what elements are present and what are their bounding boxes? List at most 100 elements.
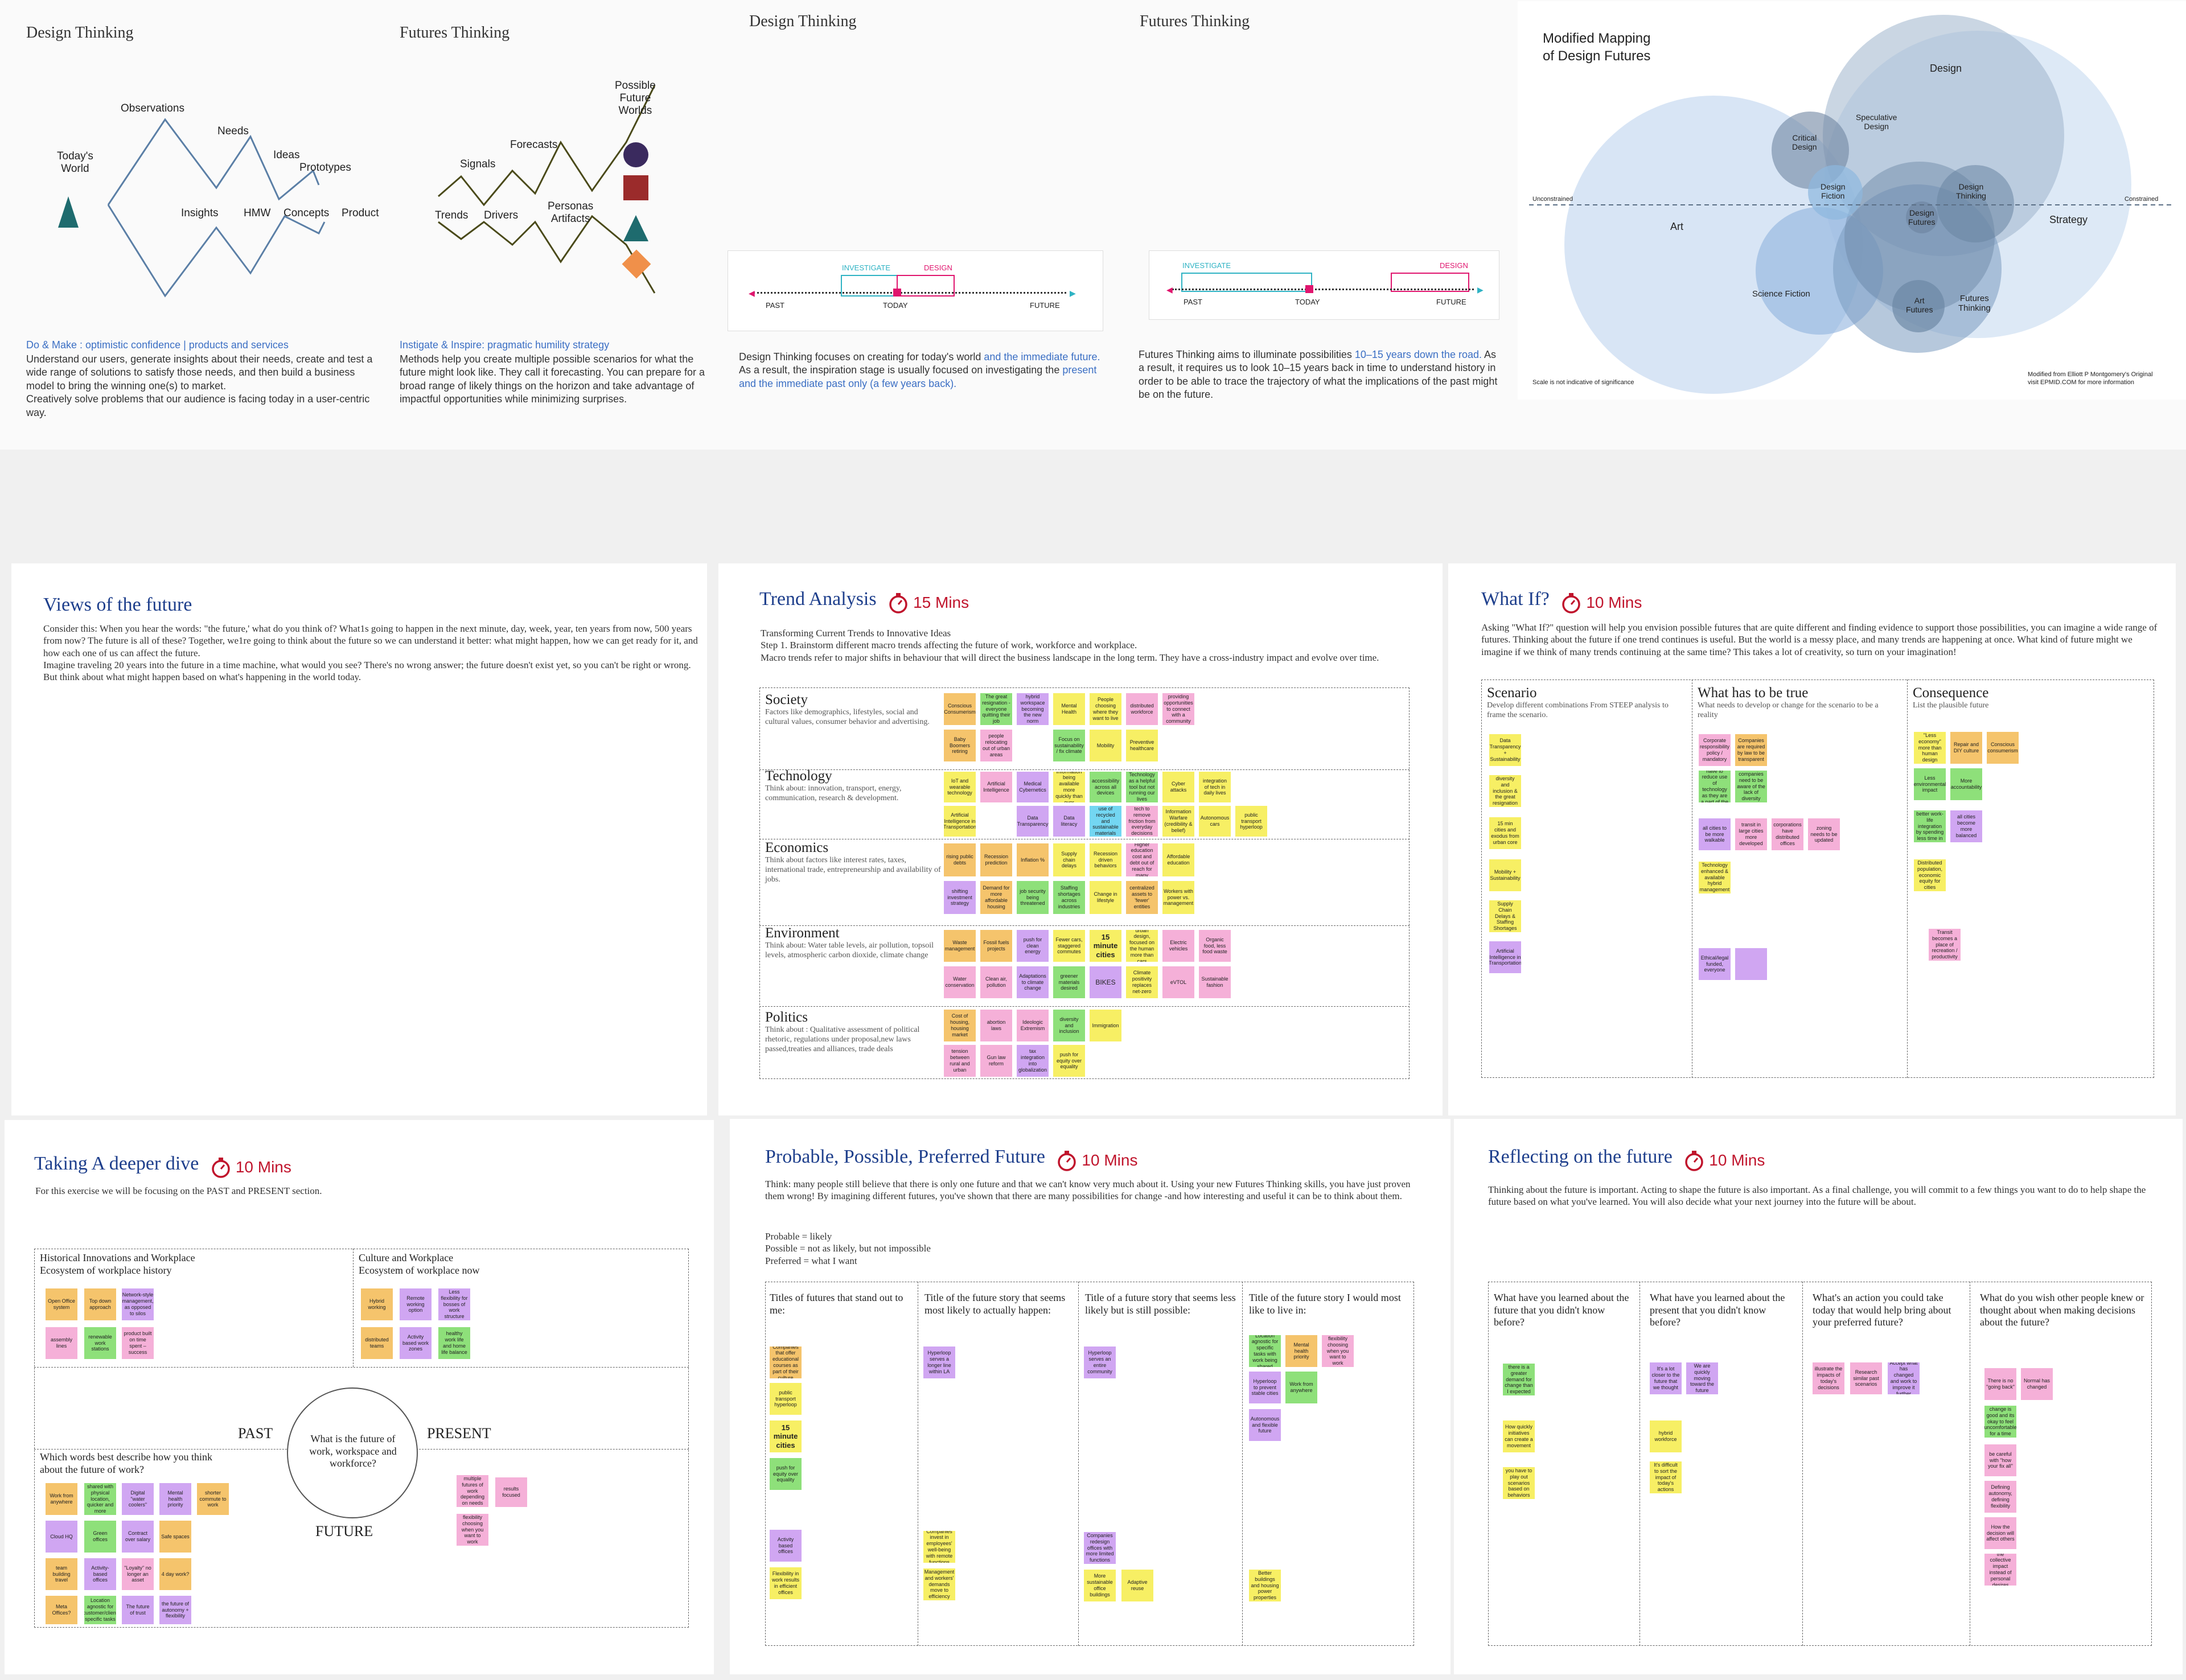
sticky-note[interactable]: Normal has changed: [2021, 1368, 2053, 1400]
sticky-note[interactable]: Baby Boomers retiring: [944, 730, 976, 761]
sticky-note[interactable]: all cities become more balanced: [1950, 810, 1982, 842]
sticky-note[interactable]: Activity based work zones: [400, 1327, 432, 1359]
sticky-note[interactable]: Companies that offer educational courses…: [770, 1347, 802, 1378]
sticky-note[interactable]: centralized assets to 'fewer' entities: [1126, 881, 1158, 914]
sticky-note[interactable]: Technology enhanced & available hybrid m…: [1699, 862, 1731, 893]
sticky-note[interactable]: public transport hyperloop: [1235, 806, 1267, 837]
sticky-note[interactable]: renewable work stations: [84, 1327, 116, 1359]
sticky-note[interactable]: Hyperloop serves a longer line within LA: [923, 1347, 955, 1378]
sticky-note[interactable]: "Loyalty" no longer an asset: [122, 1558, 154, 1590]
sticky-note[interactable]: flexibility choosing when you want to wo…: [457, 1514, 488, 1546]
sticky-note[interactable]: Defining autonomy, defining flexibility: [1984, 1481, 2016, 1513]
sticky-note[interactable]: distributed workforce: [1126, 693, 1158, 725]
sticky-note[interactable]: hybrid workforce: [1650, 1420, 1682, 1452]
sticky-note[interactable]: How the decision will affect others: [1984, 1517, 2016, 1549]
sticky-note[interactable]: you have to play out scenarios based on …: [1503, 1467, 1535, 1499]
sticky-note[interactable]: Flexibility in work results in efficient…: [770, 1567, 802, 1599]
sticky-note[interactable]: Higher education cost and debt out of re…: [1126, 843, 1158, 876]
sticky-note[interactable]: shorter commute to work: [197, 1483, 229, 1515]
sticky-note[interactable]: shifting investment strategy: [944, 881, 976, 914]
sticky-note[interactable]: zoning needs to be updated: [1808, 818, 1840, 850]
sticky-note[interactable]: all cities to be more walkable: [1699, 818, 1731, 850]
sticky-note[interactable]: greener materials desired: [1053, 966, 1085, 998]
sticky-note[interactable]: Companies are required by law to be tran…: [1735, 734, 1767, 766]
sticky-note[interactable]: Artificial Intelligence in Transportatio…: [944, 806, 976, 837]
sticky-note[interactable]: Location agnostic for customer/client sp…: [84, 1596, 116, 1624]
sticky-note[interactable]: change is good and its okay to feel unco…: [1984, 1406, 2016, 1438]
sticky-note[interactable]: the collective impact instead of persona…: [1984, 1554, 2016, 1586]
sticky-note[interactable]: Less flexibility for bosses of work stru…: [438, 1288, 470, 1320]
sticky-note[interactable]: Mobility: [1090, 730, 1121, 761]
sticky-note[interactable]: hybrid workspace becoming the new norm: [1017, 693, 1049, 725]
sticky-note[interactable]: push for equity over equality: [770, 1458, 802, 1490]
sticky-note[interactable]: Recession prediction: [980, 843, 1012, 876]
sticky-note[interactable]: tax integration into globalization: [1017, 1045, 1049, 1077]
sticky-note[interactable]: Open Office system: [46, 1288, 77, 1320]
sticky-note[interactable]: product built on time spent – success: [122, 1327, 154, 1359]
sticky-note[interactable]: Contract over salary: [122, 1521, 154, 1553]
sticky-note[interactable]: 15 min cities and exodus from urban core: [1489, 817, 1521, 849]
sticky-note[interactable]: Top down approach: [84, 1288, 116, 1320]
sticky-note[interactable]: corporations have distributed offices: [1772, 818, 1803, 850]
sticky-note[interactable]: Workers with power vs. management: [1162, 881, 1194, 914]
sticky-note[interactable]: Hybrid working: [361, 1288, 393, 1320]
sticky-note[interactable]: Transit becomes a place of recreation / …: [1929, 929, 1961, 961]
sticky-note[interactable]: Change in lifestyle: [1090, 881, 1121, 914]
sticky-note[interactable]: Companies redesign offices with more lim…: [1084, 1532, 1116, 1564]
sticky-note[interactable]: team building travel: [46, 1558, 77, 1590]
sticky-note[interactable]: multiple futures of work depending on ne…: [457, 1475, 488, 1507]
sticky-note[interactable]: Companies invest in employees' well-bein…: [923, 1531, 955, 1563]
sticky-note[interactable]: Sustainable fashion: [1199, 966, 1231, 998]
sticky-note[interactable]: flexibility choosing when you want to wo…: [1322, 1335, 1354, 1367]
sticky-note[interactable]: Climate positivity replaces net-zero: [1126, 966, 1158, 998]
sticky-note[interactable]: Adaptations to climate change: [1017, 966, 1049, 998]
sticky-note[interactable]: Less environmental impact: [1914, 768, 1946, 800]
sticky-note[interactable]: public transport hyperloop: [770, 1383, 802, 1415]
sticky-note[interactable]: Artificial Intelligence: [980, 772, 1012, 802]
sticky-note[interactable]: Network-style management, as opposed to …: [122, 1288, 154, 1320]
sticky-note[interactable]: Immigration: [1090, 1010, 1121, 1041]
sticky-note[interactable]: Supply chain delays: [1053, 843, 1085, 876]
sticky-note[interactable]: Ideologic Extremism: [1017, 1010, 1049, 1041]
sticky-note[interactable]: Hyperloop to prevent stable cities: [1249, 1372, 1281, 1403]
sticky-note[interactable]: Gun law reform: [980, 1045, 1012, 1077]
sticky-note[interactable]: Distributed population, economic equity …: [1914, 859, 1946, 891]
sticky-note[interactable]: urban design, focused on the human more …: [1126, 930, 1158, 962]
sticky-note[interactable]: people have better work-life integration…: [1914, 810, 1946, 842]
sticky-note[interactable]: Data Transparency + Sustainability: [1489, 734, 1521, 766]
sticky-note[interactable]: Inflation %: [1017, 843, 1049, 876]
sticky-note[interactable]: IoT and wearable technology: [944, 772, 976, 802]
sticky-note[interactable]: Autonomous and flexible future: [1249, 1409, 1281, 1441]
sticky-note[interactable]: Data Transparency: [1017, 806, 1049, 837]
sticky-note[interactable]: integration of tech in daily lives: [1199, 772, 1231, 802]
sticky-note[interactable]: push for clean energy: [1017, 930, 1049, 962]
sticky-note[interactable]: More sustainable office buildings: [1084, 1570, 1116, 1601]
sticky-note[interactable]: People choosing where they want to live: [1090, 693, 1121, 725]
sticky-note[interactable]: diversity and inclusion & the great resi…: [1489, 775, 1521, 807]
sticky-note[interactable]: Mental health priority: [159, 1483, 191, 1515]
sticky-note[interactable]: providing opportunities to connect with …: [1162, 693, 1194, 725]
sticky-note[interactable]: transit in large cities more developed: [1735, 818, 1767, 850]
sticky-note[interactable]: Organic food, less food waste: [1199, 930, 1231, 962]
sticky-note[interactable]: Activity-based offices: [84, 1558, 116, 1590]
sticky-note[interactable]: Ethical/legal funded, everyone: [1699, 948, 1731, 980]
sticky-note[interactable]: Medical Cybernetics: [1017, 772, 1049, 802]
sticky-note[interactable]: Research similar past scenarios: [1850, 1362, 1882, 1394]
sticky-note[interactable]: rising public debts: [944, 843, 976, 876]
sticky-note[interactable]: people relocating out of urban areas: [980, 730, 1012, 761]
sticky-note[interactable]: assembly lines: [46, 1327, 77, 1359]
sticky-note[interactable]: Staffing shortages across industries: [1053, 881, 1085, 914]
sticky-note[interactable]: There is no "going back": [1984, 1368, 2016, 1400]
sticky-note[interactable]: eVTOL: [1162, 966, 1194, 998]
sticky-note[interactable]: Remote working option: [400, 1288, 432, 1320]
sticky-note[interactable]: Electric vehicles: [1162, 930, 1194, 962]
sticky-note[interactable]: Green offices: [84, 1521, 116, 1553]
sticky-note[interactable]: More accountability: [1950, 768, 1982, 800]
sticky-note[interactable]: It's difficult to sort the impact of tod…: [1650, 1461, 1682, 1493]
sticky-note[interactable]: Digital "water coolers": [122, 1483, 154, 1515]
sticky-note[interactable]: 4 day work?: [159, 1558, 191, 1590]
sticky-note[interactable]: Information being available more quickly…: [1053, 772, 1085, 802]
sticky-note[interactable]: the future of autonomy + flexibility: [159, 1596, 191, 1624]
sticky-note[interactable]: How quickly initiatives can create a mov…: [1503, 1420, 1535, 1452]
sticky-note[interactable]: companies have to reduce use of technolo…: [1699, 771, 1731, 802]
